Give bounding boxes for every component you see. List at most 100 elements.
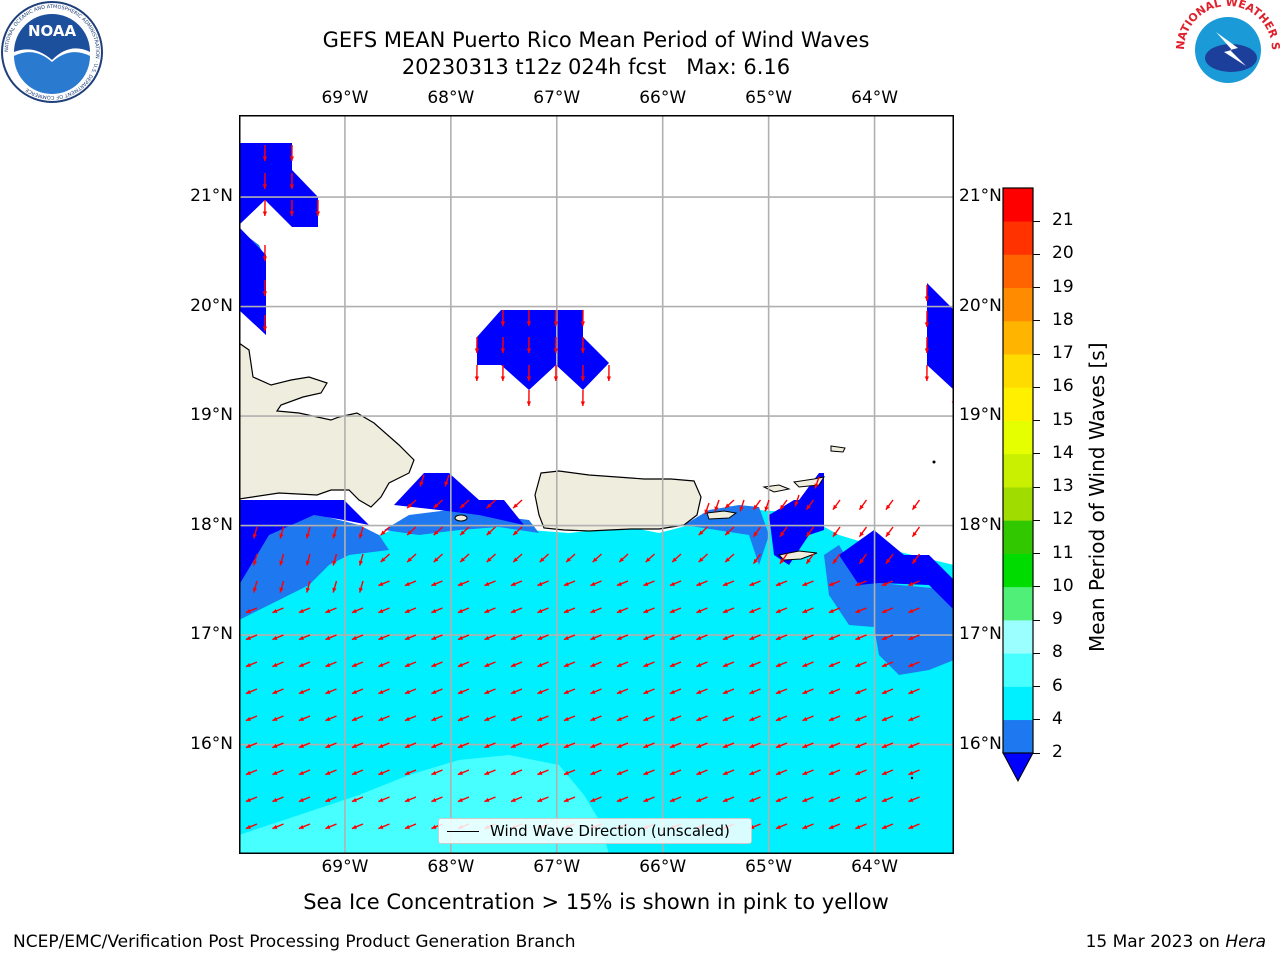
wave-direction-arrow <box>510 607 523 614</box>
wave-direction-arrow <box>563 688 576 695</box>
wave-direction-arrow <box>486 553 496 563</box>
wave-direction-arrow <box>486 499 496 509</box>
longitude-tick-label: 67°W <box>533 88 581 108</box>
wave-direction-arrow <box>563 580 576 587</box>
wave-direction-arrow <box>606 364 612 382</box>
wave-direction-arrow <box>245 796 258 803</box>
wave-direction-arrow <box>881 823 894 830</box>
wave-direction-arrow <box>832 553 841 565</box>
latitude-tick-label: 18°N <box>190 514 233 535</box>
map-title: GEFS MEAN Puerto Rico Mean Period of Win… <box>322 28 870 52</box>
wave-direction-arrow <box>828 742 841 749</box>
wave-direction-arrow <box>802 634 814 641</box>
wave-direction-arrow <box>590 715 602 722</box>
wave-direction-arrow <box>351 796 364 803</box>
wave-direction-arrow <box>752 499 762 511</box>
wave-direction-arrow <box>749 607 761 614</box>
wave-direction-arrow <box>272 823 284 830</box>
wave-direction-arrow <box>262 314 268 332</box>
latitude-tick-label: 17°N <box>959 624 1002 645</box>
wave-direction-arrow <box>457 688 470 695</box>
wave-direction-arrow <box>724 499 735 509</box>
colorbar-tick-label: 19 <box>1052 276 1074 297</box>
wave-direction-arrow <box>431 607 443 614</box>
wave-period-2-4 <box>239 515 389 620</box>
longitude-tick-label: 66°W <box>639 857 687 877</box>
wave-direction-arrow <box>289 144 295 162</box>
wave-direction-arrow <box>272 688 284 695</box>
colorbar-cell <box>1003 653 1033 687</box>
wave-direction-arrow <box>855 634 867 641</box>
wave-direction-arrow <box>245 823 258 830</box>
wave-period-below-2-n4 <box>927 283 954 390</box>
wave-direction-arrow <box>539 553 549 563</box>
wave-direction-arrow <box>645 553 655 563</box>
map-frame <box>239 115 954 854</box>
wave-direction-arrow <box>553 309 559 327</box>
wave-direction-arrow <box>881 661 894 668</box>
colorbar-tick-label: 16 <box>1052 376 1074 397</box>
wave-direction-arrow <box>431 742 443 749</box>
wave-direction-arrow <box>431 580 443 587</box>
wave-direction-arrow <box>459 499 470 509</box>
wave-direction-arrow <box>802 580 814 587</box>
colorbar-cell <box>1003 221 1033 255</box>
wave-direction-arrow <box>858 526 868 538</box>
wave-direction-arrow <box>828 796 841 803</box>
colorbar-under-triangle <box>1002 752 1034 783</box>
wave-direction-arrow <box>696 796 708 803</box>
wave-direction-arrow <box>272 634 284 641</box>
wave-direction-arrow <box>924 364 930 382</box>
wave-direction-arrow <box>378 607 390 614</box>
wave-direction-arrow <box>775 742 788 749</box>
colorbar-tick-mark <box>1033 719 1040 721</box>
wave-period-2-4-south-coast <box>384 510 539 535</box>
longitude-tick-label: 65°W <box>745 88 793 108</box>
wave-direction-arrow <box>404 688 417 695</box>
wave-period-below-2-se <box>839 530 954 610</box>
wave-direction-arrow <box>563 715 576 722</box>
wave-direction-arrow <box>484 796 496 803</box>
colorbar-tick-mark <box>1033 453 1040 455</box>
wave-period-below-2-e <box>769 473 824 565</box>
wave-direction-arrow <box>404 580 417 587</box>
wave-direction-arrow <box>908 607 920 614</box>
wave-direction-arrow <box>590 769 602 776</box>
wave-direction-arrow <box>537 634 549 641</box>
wave-direction-arrow <box>298 607 311 614</box>
wave-direction-arrow <box>484 688 496 695</box>
wave-direction-arrow <box>510 688 523 695</box>
wave-direction-arrow <box>722 769 735 776</box>
wave-direction-arrow <box>298 715 311 722</box>
longitude-tick-label: 66°W <box>639 88 687 108</box>
wave-direction-arrow <box>775 715 788 722</box>
wave-period-below-2-n3 <box>477 310 609 390</box>
wave-direction-arrow <box>245 715 258 722</box>
wave-direction-arrow <box>431 715 443 722</box>
wave-direction-arrow <box>616 661 629 668</box>
wave-direction-arrow <box>858 499 868 511</box>
wave-direction-arrow <box>404 796 417 803</box>
wave-direction-arrow <box>526 336 532 354</box>
wave-direction-arrow <box>459 553 470 563</box>
wave-direction-arrow <box>828 634 841 641</box>
longitude-tick-label: 64°W <box>851 88 899 108</box>
wave-direction-arrow <box>828 769 841 776</box>
wave-direction-arrow <box>805 526 815 538</box>
sea-ice-note: Sea Ice Concentration > 15% is shown in … <box>303 890 889 914</box>
colorbar-tick-label: 9 <box>1052 609 1063 630</box>
wave-direction-arrow <box>749 634 761 641</box>
wave-direction-arrow <box>881 580 894 587</box>
wave-direction-arrow <box>590 661 602 668</box>
wave-direction-arrow <box>563 661 576 668</box>
wave-direction-arrow <box>474 364 480 382</box>
wave-direction-arrow <box>537 715 549 722</box>
wave-direction-arrow <box>484 661 496 668</box>
wave-direction-arrow <box>855 715 867 722</box>
wave-direction-arrow <box>669 715 682 722</box>
longitude-tick-label: 69°W <box>321 857 369 877</box>
wave-direction-arrow <box>325 769 337 776</box>
map-subtitle: 20230313 t12z 024h fcst Max: 6.16 <box>401 55 791 79</box>
wave-direction-arrow <box>484 715 496 722</box>
wave-direction-arrow <box>643 796 655 803</box>
